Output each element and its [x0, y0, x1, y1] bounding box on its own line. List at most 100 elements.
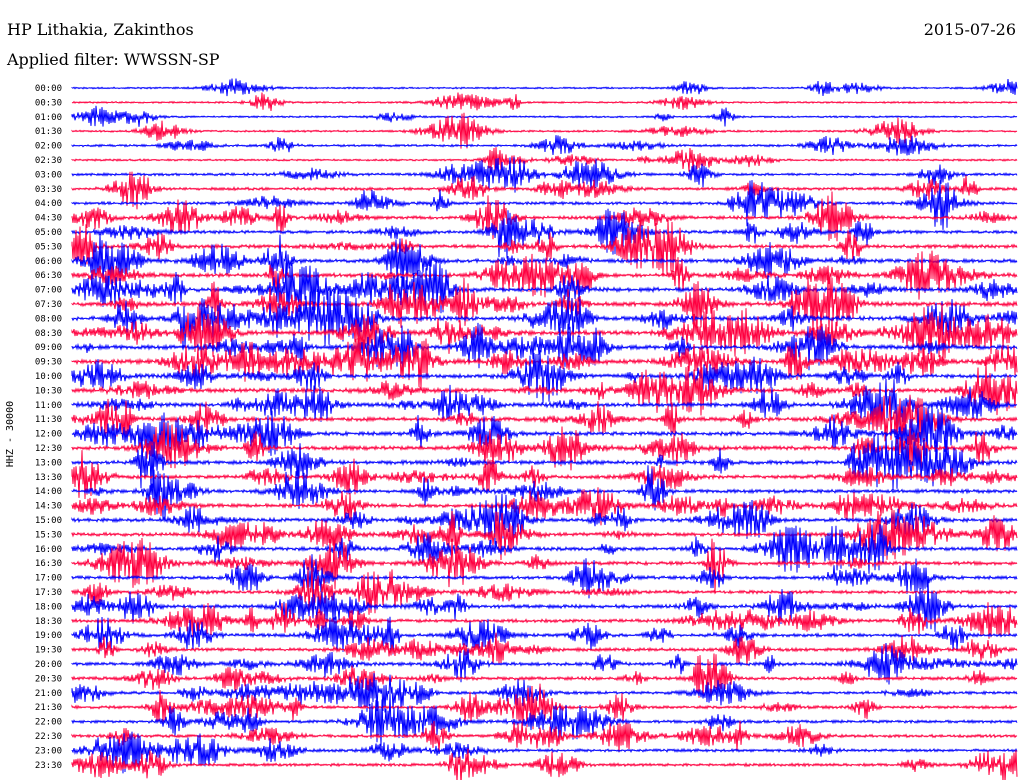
tick-label-1630: 16:30 [35, 559, 62, 569]
tick-label-1200: 12:00 [35, 430, 62, 440]
tick-label-1400: 14:00 [35, 487, 62, 497]
tick-label-1900: 19:00 [35, 631, 62, 641]
trace-1930 [71, 632, 1018, 666]
trace-0600 [71, 233, 1018, 290]
trace-0000 [71, 78, 1018, 97]
tick-label-0600: 06:00 [35, 257, 62, 267]
trace-1830 [71, 602, 1018, 639]
trace-0700 [71, 260, 1018, 317]
tick-label-0330: 03:30 [35, 185, 62, 195]
trace-1130 [71, 394, 1018, 449]
trace-1600 [71, 524, 1018, 574]
tick-label-1230: 12:30 [35, 444, 62, 454]
trace-0830 [71, 304, 1018, 361]
tick-label-0200: 02:00 [35, 142, 62, 152]
tick-label-1600: 16:00 [35, 545, 62, 555]
tick-label-0130: 01:30 [35, 127, 62, 137]
tick-label-2330: 23:30 [35, 761, 62, 771]
tick-label-2130: 21:30 [35, 703, 62, 713]
trace-1330 [71, 450, 1018, 500]
trace-1300 [71, 433, 1018, 491]
trace-0730 [71, 274, 1018, 334]
trace-0200 [71, 135, 1018, 156]
trace-1800 [71, 576, 1018, 632]
tick-label-1700: 17:00 [35, 574, 62, 584]
tick-label-0530: 05:30 [35, 242, 62, 252]
seismic-traces [71, 78, 1018, 780]
trace-0430 [71, 191, 1018, 242]
trace-1000 [71, 350, 1018, 404]
tick-label-1930: 19:30 [35, 646, 62, 656]
trace-2130 [71, 683, 1018, 730]
trace-0330 [71, 171, 1018, 210]
tick-label-0300: 03:00 [35, 170, 62, 180]
tick-label-0630: 06:30 [35, 271, 62, 281]
trace-1030 [71, 361, 1018, 416]
tick-label-2030: 20:30 [35, 674, 62, 684]
tick-label-1530: 15:30 [35, 530, 62, 540]
trace-2300 [71, 731, 1018, 774]
tick-label-2100: 21:00 [35, 689, 62, 699]
trace-1900 [71, 616, 1018, 655]
trace-0500 [71, 208, 1018, 259]
tick-label-0730: 07:30 [35, 300, 62, 310]
trace-0930 [71, 338, 1018, 389]
trace-1700 [71, 554, 1018, 599]
trace-1230 [71, 422, 1018, 473]
trace-1530 [71, 508, 1018, 561]
trace-0400 [71, 180, 1018, 230]
tick-label-0900: 09:00 [35, 343, 62, 353]
trace-1630 [71, 537, 1018, 592]
tick-label-2300: 23:00 [35, 746, 62, 756]
trace-0230 [71, 147, 1018, 173]
tick-label-1100: 11:00 [35, 401, 62, 411]
tick-label-0400: 04:00 [35, 199, 62, 209]
tick-label-0500: 05:00 [35, 228, 62, 238]
trace-0030 [71, 92, 1018, 112]
tick-label-0230: 02:30 [35, 156, 62, 166]
trace-1730 [71, 567, 1018, 619]
tick-label-1300: 13:00 [35, 458, 62, 468]
tick-label-1000: 10:00 [35, 372, 62, 382]
tick-label-1500: 15:00 [35, 516, 62, 526]
tick-label-0800: 08:00 [35, 314, 62, 324]
trace-1100 [71, 378, 1018, 434]
trace-2200 [71, 693, 1018, 747]
tick-label-0700: 07:00 [35, 286, 62, 296]
trace-0630 [71, 250, 1018, 300]
trace-1200 [71, 405, 1018, 464]
tick-label-0830: 08:30 [35, 329, 62, 339]
trace-1430 [71, 487, 1018, 526]
tick-label-0930: 09:30 [35, 358, 62, 368]
tick-label-0030: 00:30 [35, 98, 62, 108]
tick-label-0000: 00:00 [35, 84, 62, 94]
trace-1500 [71, 493, 1018, 549]
tick-label-1330: 13:30 [35, 473, 62, 483]
trace-0300 [71, 156, 1018, 193]
tick-label-1730: 17:30 [35, 588, 62, 598]
tick-label-0100: 01:00 [35, 113, 62, 123]
trace-2230 [71, 720, 1018, 753]
trace-0900 [71, 322, 1018, 373]
tick-label-2230: 22:30 [35, 732, 62, 742]
date-label: 2015-07-26 [923, 20, 1016, 39]
trace-2000 [71, 642, 1018, 685]
tick-label-0430: 04:30 [35, 214, 62, 224]
trace-0130 [71, 112, 1018, 149]
trace-1400 [71, 465, 1018, 520]
trace-0800 [71, 289, 1018, 349]
tick-label-1130: 11:30 [35, 415, 62, 425]
station-title: HP Lithakia, Zakinthos [7, 20, 194, 39]
tick-label-1800: 18:00 [35, 602, 62, 612]
tick-label-1830: 18:30 [35, 617, 62, 627]
tick-label-1430: 14:30 [35, 502, 62, 512]
trace-0100 [71, 105, 1018, 127]
trace-0530 [71, 219, 1018, 276]
trace-2030 [71, 653, 1018, 698]
tick-label-2000: 20:00 [35, 660, 62, 670]
time-tick-labels: 00:00 00:30 01:00 01:30 02:00 02:30 03:00 03:30… [35, 84, 62, 771]
tick-label-2200: 22:00 [35, 718, 62, 728]
filter-label: Applied filter: WWSSN-SP [7, 50, 220, 69]
tick-label-1030: 10:30 [35, 386, 62, 396]
